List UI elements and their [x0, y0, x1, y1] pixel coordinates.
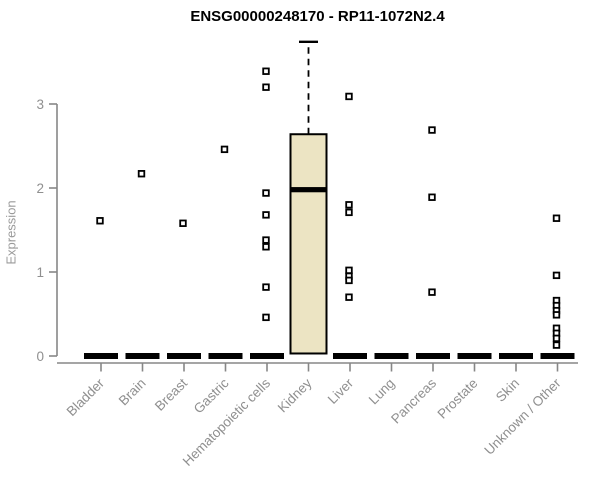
box-iqr	[289, 133, 328, 355]
zero-bar	[374, 353, 409, 359]
outlier-point	[262, 236, 270, 244]
zero-bar	[84, 353, 118, 359]
x-tick-label: Liver	[325, 375, 357, 407]
x-tick-label: Lung	[366, 376, 398, 408]
outlier-point	[345, 276, 353, 285]
outlier-point	[428, 288, 436, 296]
outlier-point	[345, 201, 353, 209]
x-tick-label: Bladder	[64, 375, 108, 419]
zero-bar	[167, 353, 201, 359]
outlier-point	[262, 243, 270, 251]
x-tick-label: Kidney	[275, 375, 315, 415]
outlier-point	[262, 313, 270, 322]
x-tick-label: Pancreas	[388, 375, 439, 426]
outlier-point	[262, 83, 270, 91]
outlier-point	[552, 271, 561, 280]
x-tick-label: Brain	[116, 376, 149, 409]
zero-bar	[457, 353, 492, 359]
outlier-point	[345, 293, 353, 301]
x-tick-label: Unknown / Other	[481, 375, 564, 458]
outlier-point	[137, 170, 146, 178]
zero-bar	[540, 353, 575, 359]
outlier-point	[179, 219, 187, 227]
outlier-point	[96, 217, 104, 225]
x-tick-label: Breast	[152, 375, 190, 413]
outlier-point	[220, 145, 229, 154]
outlier-point	[345, 92, 353, 101]
outlier-point	[552, 334, 561, 343]
outlier-point	[552, 311, 561, 319]
outlier-point	[262, 67, 270, 75]
x-tick-label: Gastric	[191, 375, 232, 416]
chart-title: ENSG00000248170 - RP11-1072N2.4	[190, 8, 445, 25]
outlier-point	[345, 208, 353, 217]
y-tick-label: 2	[36, 181, 44, 196]
x-tick-label: Skin	[493, 376, 522, 405]
y-tick-label: 3	[36, 97, 44, 112]
outlier-point	[428, 126, 436, 134]
zero-bar	[499, 353, 533, 359]
y-tick-label: 0	[36, 349, 44, 364]
outlier-point	[262, 211, 270, 219]
outlier-point	[345, 266, 353, 275]
outlier-point	[262, 283, 270, 291]
median-line	[290, 187, 327, 193]
x-tick-label: Prostate	[434, 376, 480, 422]
zero-bar	[333, 353, 367, 359]
y-tick-label: 1	[36, 265, 44, 280]
outlier-point	[552, 214, 561, 222]
zero-bar	[125, 353, 160, 359]
zero-bar	[208, 353, 243, 359]
zero-bar	[416, 353, 450, 359]
outlier-point	[552, 341, 561, 349]
outlier-point	[262, 189, 270, 197]
outlier-point	[428, 193, 436, 201]
zero-bar	[250, 353, 284, 359]
